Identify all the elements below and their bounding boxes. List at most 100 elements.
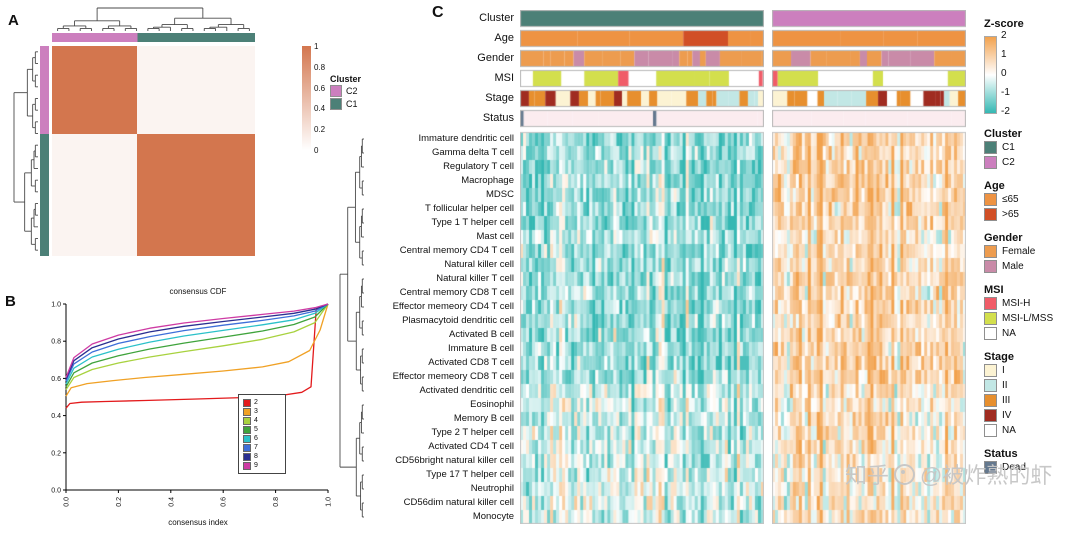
- legend-label: C2: [1002, 157, 1015, 168]
- colorbar-tick: 0.2: [314, 125, 326, 135]
- legend-label: III: [1002, 395, 1011, 406]
- legend-item-C1: C1: [330, 97, 386, 110]
- row-label: Activated B cell: [449, 329, 514, 340]
- legend-swatch: [984, 141, 997, 154]
- panel-b-cdf-plot: 0.0 0.2 0.4 0.6 0.8 1.0 0.0 0.2 0.4 0.6 0.8 1.0: [51, 302, 332, 507]
- panel-a-column-dendrogram: [57, 7, 250, 31]
- legend-label: II: [1002, 380, 1008, 391]
- panel-c-legends: Z-score 2 1 0 -1 -2 Cluster C1 C2 Age ≤65 >65 Gender…: [984, 8, 1076, 475]
- legend-label: Male: [1002, 261, 1024, 272]
- k-legend-label: 2: [254, 399, 258, 406]
- panel-a-row-cluster-bar: [40, 46, 49, 256]
- legend-title-msi: MSI: [984, 284, 1004, 296]
- panel-b-label: B: [5, 293, 16, 310]
- svg-text:0.0: 0.0: [64, 497, 71, 507]
- svg-text:0.0: 0.0: [51, 488, 61, 495]
- annotation-label-cluster: Cluster: [479, 12, 514, 24]
- legend-label: C1: [1002, 142, 1015, 153]
- k-legend-swatch: [243, 434, 251, 443]
- zscore-tick: -2: [1001, 106, 1010, 117]
- legend-swatch: [984, 208, 997, 221]
- legend-label: IV: [1002, 410, 1012, 421]
- k-legend-label: 3: [254, 408, 258, 415]
- svg-text:0.8: 0.8: [51, 339, 61, 346]
- legend-swatch: [984, 312, 997, 325]
- legend-swatch: [984, 260, 997, 273]
- consensus-block-c2: [52, 46, 138, 135]
- row-label: CD56bright natural killer cell: [395, 455, 514, 466]
- annotation-label-stage: Stage: [485, 92, 514, 104]
- row-label: Neutrophil: [470, 483, 514, 494]
- row-label: Activated CD4 T cell: [428, 441, 514, 452]
- zscore-legend: 2 1 0 -1 -2: [984, 30, 1076, 118]
- legend-label: C2: [346, 85, 358, 96]
- colorbar-tick: 0: [314, 146, 319, 155]
- panel-c-row-labels: Immature dendritic cell Gamma delta T cel…: [352, 132, 514, 524]
- row-label: Plasmacytoid dendritic cell: [402, 315, 514, 326]
- legend-swatch: [984, 193, 997, 206]
- svg-text:0.6: 0.6: [221, 497, 228, 507]
- row-label: Central memory CD8 T cell: [399, 287, 514, 298]
- legend-label: Female: [1002, 246, 1036, 257]
- legend-swatch: [330, 84, 342, 97]
- k-legend-swatch: [243, 398, 251, 407]
- k-legend-item-8: 8: [243, 452, 281, 461]
- panel-a-cluster-legend-title: Cluster: [330, 74, 362, 84]
- panel-a-colorbar-ticks: 1 0.8 0.6 0.4 0.2 0: [314, 42, 340, 158]
- legend-item-c1: C1: [984, 140, 1076, 155]
- legend-swatch: [984, 245, 997, 258]
- legend-swatch: [984, 379, 997, 392]
- row-label: Natural killer cell: [444, 259, 514, 270]
- row-label: T follicular helper cell: [424, 203, 514, 214]
- legend-swatch: [330, 97, 342, 110]
- panel-c-annotation-labels: Cluster Age Gender MSI Stage Status: [430, 10, 514, 130]
- legend-label: MSI-L/MSS: [1002, 313, 1054, 324]
- row-label: Type 1 T helper cell: [431, 217, 514, 228]
- legend-swatch: [984, 461, 997, 474]
- panel-a-row-dendrogram: [13, 51, 38, 251]
- zscore-tick: 0: [1001, 68, 1007, 79]
- watermark-handle: @被炸熟的虾: [920, 463, 1053, 488]
- k-legend-label: 5: [254, 426, 258, 433]
- k-legend-swatch: [243, 443, 251, 452]
- row-label: Activated dendritic cell: [419, 385, 514, 396]
- k-legend-swatch: [243, 452, 251, 461]
- row-label: Mast cell: [476, 231, 514, 242]
- k-legend-item-2: 2: [243, 398, 281, 407]
- legend-label: >65: [1002, 209, 1019, 220]
- annotation-label-status: Status: [482, 112, 514, 124]
- row-label: Gamma delta T cell: [431, 147, 514, 158]
- row-label: Monocyte: [472, 511, 514, 522]
- legend-swatch: [984, 297, 997, 310]
- zscore-tick: 2: [1001, 30, 1007, 41]
- panel-a-colorbar: [302, 46, 311, 150]
- k-legend-label: 7: [254, 444, 258, 451]
- panel-b-title: consensus CDF: [169, 287, 227, 296]
- k-legend-item-6: 6: [243, 434, 281, 443]
- legend-swatch: [984, 394, 997, 407]
- camera-icon: [894, 463, 916, 485]
- legend-label: Dead: [1002, 462, 1026, 473]
- row-label: Effector memeory CD4 T cell: [392, 301, 514, 312]
- legend-label: ≤65: [1002, 194, 1019, 205]
- legend-item-ii: II: [984, 378, 1076, 393]
- k-legend-swatch: [243, 407, 251, 416]
- k-legend-label: 9: [254, 462, 258, 469]
- legend-label: NA: [1002, 425, 1016, 436]
- panel-a-consensus-heatmap: [52, 46, 255, 256]
- svg-text:0.4: 0.4: [51, 413, 61, 420]
- k-legend-label: 6: [254, 435, 258, 442]
- legend-title-status: Status: [984, 448, 1018, 460]
- legend-swatch: [984, 327, 997, 340]
- legend-title-age: Age: [984, 180, 1005, 192]
- legend-swatch: [984, 409, 997, 422]
- legend-label: C1: [346, 98, 358, 109]
- svg-text:0.2: 0.2: [51, 450, 61, 457]
- row-label: Type 2 T helper cell: [431, 427, 514, 438]
- row-label: Macrophage: [461, 175, 514, 186]
- panel-a-cluster-legend-items: C2 C1: [330, 84, 386, 110]
- watermark: 知乎 @被炸熟的虾: [845, 458, 1052, 490]
- row-label: Activated CD8 T cell: [428, 357, 514, 368]
- legend-title-cluster: Cluster: [984, 128, 1022, 140]
